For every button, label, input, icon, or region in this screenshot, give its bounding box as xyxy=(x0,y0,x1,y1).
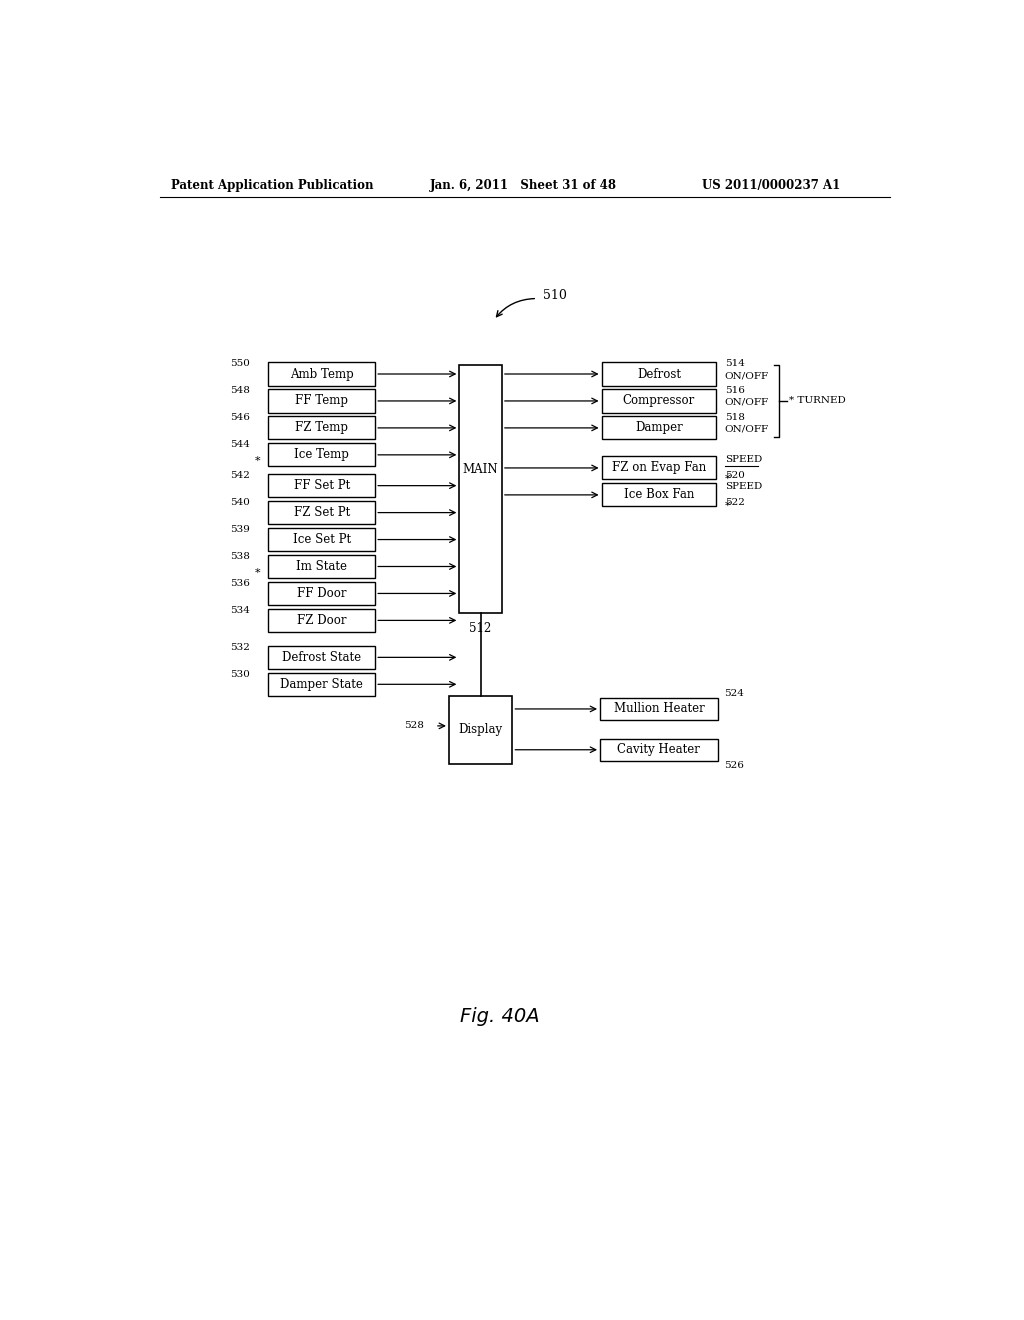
FancyBboxPatch shape xyxy=(460,364,502,612)
Text: *: * xyxy=(255,455,261,466)
Text: 530: 530 xyxy=(229,669,250,678)
Text: SPEED: SPEED xyxy=(725,482,762,491)
Text: 518: 518 xyxy=(725,413,744,421)
FancyBboxPatch shape xyxy=(268,389,375,413)
Text: ON/OFF: ON/OFF xyxy=(725,399,769,407)
Text: MAIN: MAIN xyxy=(463,463,499,477)
Text: 546: 546 xyxy=(229,413,250,422)
Text: 524: 524 xyxy=(724,689,743,698)
Text: Im State: Im State xyxy=(296,560,347,573)
Text: Ice Box Fan: Ice Box Fan xyxy=(624,488,694,502)
FancyBboxPatch shape xyxy=(601,363,716,385)
Text: FZ Temp: FZ Temp xyxy=(295,421,348,434)
Text: Defrost: Defrost xyxy=(637,367,681,380)
Text: ON/OFF: ON/OFF xyxy=(725,371,769,380)
FancyBboxPatch shape xyxy=(268,645,375,669)
FancyBboxPatch shape xyxy=(268,502,375,524)
Text: 548: 548 xyxy=(229,387,250,396)
Text: Defrost State: Defrost State xyxy=(283,651,361,664)
FancyBboxPatch shape xyxy=(268,474,375,498)
Text: FZ on Evap Fan: FZ on Evap Fan xyxy=(611,462,706,474)
Text: 512: 512 xyxy=(469,622,492,635)
FancyBboxPatch shape xyxy=(268,363,375,385)
Text: 542: 542 xyxy=(229,471,250,480)
Text: 520: 520 xyxy=(725,471,744,480)
Text: *: * xyxy=(725,500,730,511)
Text: Ice Temp: Ice Temp xyxy=(294,449,349,462)
Text: US 2011/0000237 A1: US 2011/0000237 A1 xyxy=(701,178,840,191)
Text: 522: 522 xyxy=(725,498,744,507)
Text: FZ Set Pt: FZ Set Pt xyxy=(294,506,350,519)
FancyBboxPatch shape xyxy=(601,389,716,413)
FancyBboxPatch shape xyxy=(600,698,718,721)
Text: 540: 540 xyxy=(229,498,250,507)
Text: Damper State: Damper State xyxy=(281,677,364,690)
Text: *: * xyxy=(725,474,730,483)
Text: SPEED: SPEED xyxy=(725,455,762,463)
Text: 514: 514 xyxy=(725,359,744,368)
Text: 550: 550 xyxy=(229,359,250,368)
Text: * TURNED: * TURNED xyxy=(790,396,846,405)
Text: Patent Application Publication: Patent Application Publication xyxy=(171,178,373,191)
Text: Damper: Damper xyxy=(635,421,683,434)
FancyBboxPatch shape xyxy=(601,483,716,507)
Text: 532: 532 xyxy=(229,643,250,652)
Text: 516: 516 xyxy=(725,385,744,395)
FancyBboxPatch shape xyxy=(268,554,375,578)
Text: Jan. 6, 2011   Sheet 31 of 48: Jan. 6, 2011 Sheet 31 of 48 xyxy=(430,178,617,191)
Text: FF Temp: FF Temp xyxy=(295,395,348,408)
FancyBboxPatch shape xyxy=(268,673,375,696)
FancyBboxPatch shape xyxy=(601,416,716,440)
FancyBboxPatch shape xyxy=(268,416,375,440)
Text: 534: 534 xyxy=(229,606,250,615)
Text: 510: 510 xyxy=(543,289,566,302)
Text: 526: 526 xyxy=(724,760,743,770)
Text: ON/OFF: ON/OFF xyxy=(725,425,769,434)
Text: *: * xyxy=(255,568,261,578)
Text: Compressor: Compressor xyxy=(623,395,695,408)
FancyBboxPatch shape xyxy=(268,609,375,632)
Text: FF Door: FF Door xyxy=(297,587,346,601)
Text: Amb Temp: Amb Temp xyxy=(290,367,353,380)
FancyBboxPatch shape xyxy=(449,696,512,763)
Text: 536: 536 xyxy=(229,579,250,587)
FancyBboxPatch shape xyxy=(600,739,718,760)
Text: Cavity Heater: Cavity Heater xyxy=(617,743,700,756)
Text: Fig. 40A: Fig. 40A xyxy=(460,1007,540,1027)
FancyBboxPatch shape xyxy=(601,457,716,479)
Text: Mullion Heater: Mullion Heater xyxy=(613,702,705,715)
FancyBboxPatch shape xyxy=(268,582,375,605)
Text: Ice Set Pt: Ice Set Pt xyxy=(293,533,351,546)
Text: 544: 544 xyxy=(229,441,250,449)
Text: Display: Display xyxy=(459,723,503,737)
Text: FZ Door: FZ Door xyxy=(297,614,346,627)
Text: 539: 539 xyxy=(229,525,250,535)
Text: 538: 538 xyxy=(229,552,250,561)
FancyBboxPatch shape xyxy=(268,444,375,466)
Text: 528: 528 xyxy=(404,722,424,730)
Text: FF Set Pt: FF Set Pt xyxy=(294,479,350,492)
FancyBboxPatch shape xyxy=(268,528,375,552)
